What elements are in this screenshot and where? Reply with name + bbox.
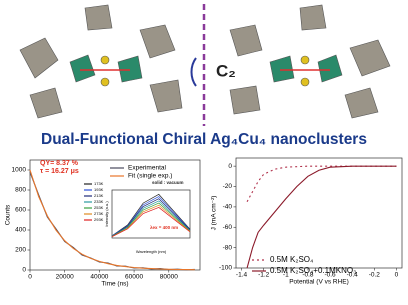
figure: C₂ Dual-Functional Chiral Ag₄Cu₄ nanoclu…	[0, 0, 408, 305]
ligand	[150, 80, 182, 112]
annotation: λex = 400 nm	[150, 225, 178, 230]
ligand	[85, 5, 112, 30]
title: Dual-Functional Chiral Ag₄Cu₄ nanocluste…	[41, 131, 367, 148]
x-tick-label: -1.2	[258, 272, 270, 279]
metal-core	[118, 56, 142, 82]
x-axis-label: Potential (V vs RHE)	[289, 279, 349, 286]
y-tick-label: -20	[223, 183, 233, 190]
rotation-arrow	[192, 58, 197, 86]
legend-label: 273K	[94, 211, 104, 216]
y-tick-label: 600	[15, 207, 26, 214]
metal-core	[70, 55, 95, 82]
ligand	[20, 38, 58, 78]
legend-label: 0.5M K₂SO₄+0.1MKNO₃	[270, 266, 356, 275]
y-axis-label: J (mA cm⁻²)	[211, 196, 218, 231]
atom	[301, 56, 309, 64]
y-tick-label: 1000	[12, 167, 27, 174]
legend-label: 233K	[94, 199, 104, 204]
ligand	[350, 40, 390, 76]
metal-core	[318, 55, 342, 82]
annotation: solid : vacuum	[152, 180, 184, 185]
y-tick-label: 800	[15, 187, 26, 194]
y-tick-label: 0	[228, 163, 232, 170]
atom	[301, 78, 309, 86]
x-axis-label: Wavelength (nm)	[136, 249, 167, 254]
x-tick-label: 40000	[90, 274, 108, 281]
legend-label: 253K	[94, 205, 104, 210]
symmetry-label: C₂	[216, 61, 236, 80]
ligand	[230, 25, 262, 56]
atom	[101, 56, 109, 64]
y-tick-label: 200	[15, 247, 26, 254]
x-axis-label: Time (ns)	[101, 281, 128, 288]
y-tick-label: 0	[22, 267, 26, 274]
metal-core	[270, 56, 294, 82]
ligand	[30, 88, 62, 118]
ligand	[140, 25, 175, 58]
series-line	[247, 166, 396, 202]
y-tick-label: -60	[223, 224, 233, 231]
x-tick-label: 0	[395, 272, 399, 279]
legend-label: Fit (single exp.)	[128, 173, 172, 180]
series-line	[247, 166, 396, 268]
annotation: QY= 8.37 %	[40, 160, 79, 167]
annotation: τ = 16.27 μs	[40, 168, 79, 175]
ligand	[300, 5, 326, 30]
legend-label: Experimental	[128, 165, 166, 172]
x-tick-label: 80000	[160, 274, 178, 281]
y-tick-label: -100	[219, 265, 232, 272]
y-axis-label: Intensity (a.u.)	[104, 201, 109, 227]
cluster-left	[20, 5, 182, 118]
x-tick-label: -1.4	[236, 272, 248, 279]
legend-label: 193K	[94, 187, 104, 192]
legend-label: 293K	[94, 217, 104, 222]
plot-frame	[236, 158, 402, 268]
ligand	[230, 86, 260, 114]
ligand	[345, 88, 378, 118]
cluster-right	[230, 5, 390, 118]
y-tick-label: -80	[223, 244, 233, 251]
series-line	[30, 172, 195, 270]
y-tick-label: -40	[223, 204, 233, 211]
y-axis-label: Counts	[5, 204, 12, 225]
y-tick-label: 400	[15, 227, 26, 234]
legend-label: 173K	[94, 181, 104, 186]
legend-label: 213K	[94, 193, 104, 198]
x-tick-label: 0	[28, 274, 32, 281]
x-tick-label: 60000	[125, 274, 143, 281]
x-tick-label: -0.2	[369, 272, 381, 279]
legend-label: 0.5M K₂SO₄	[270, 255, 313, 264]
atom	[101, 78, 109, 86]
x-tick-label: 20000	[56, 274, 74, 281]
